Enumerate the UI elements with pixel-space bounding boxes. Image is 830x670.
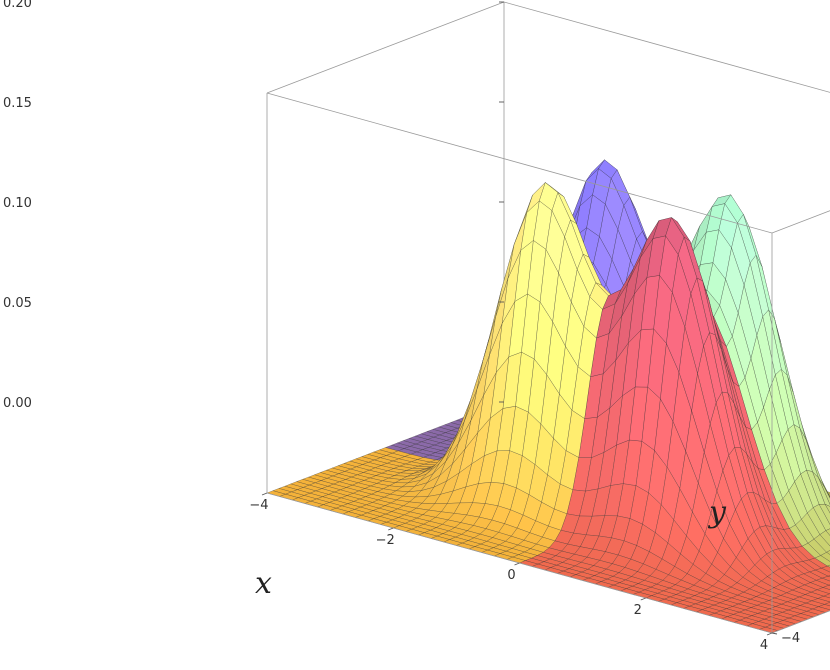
z-tick-label: 0.15 <box>3 96 32 111</box>
surface-cell <box>821 575 830 582</box>
x-tick-mark <box>261 492 268 496</box>
box-edge <box>266 1 505 94</box>
x-tick-mark <box>640 597 646 601</box>
y-tick-mark <box>771 632 778 635</box>
surface-cell <box>678 326 698 411</box>
surface-cell <box>823 593 830 599</box>
box-edge <box>266 92 773 234</box>
box-edge <box>771 210 830 234</box>
y-tick-label: −4 <box>781 631 800 646</box>
box-edge <box>503 1 830 93</box>
z-tick-label: 0.05 <box>3 296 32 311</box>
x-tick-label: −4 <box>249 498 268 513</box>
x-tick-label: 4 <box>760 638 768 653</box>
y-axis-label: y <box>707 495 727 530</box>
z-tick-label: 0.00 <box>3 396 32 411</box>
z-tick-label: 0.20 <box>3 0 32 11</box>
x-tick-label: 0 <box>507 568 515 583</box>
x-tick-label: 2 <box>634 603 642 618</box>
z-tick-label: 0.10 <box>3 196 32 211</box>
x-tick-mark <box>388 527 394 531</box>
surface-cell <box>823 602 830 607</box>
surface-mesh <box>266 159 830 634</box>
x-tick-label: −2 <box>376 533 395 548</box>
x-tick-mark <box>766 632 773 636</box>
x-tick-mark <box>514 562 520 566</box>
surface-cell <box>826 564 830 568</box>
surface-cell <box>826 550 830 555</box>
box-edge <box>771 610 830 634</box>
x-axis-label: x <box>255 566 272 601</box>
surface-cell <box>822 584 830 590</box>
